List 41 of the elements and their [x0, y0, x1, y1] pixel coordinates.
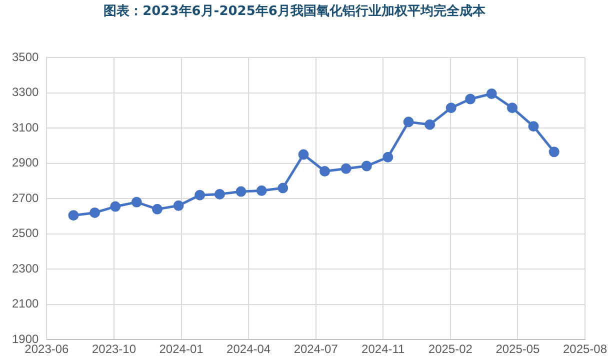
point [68, 210, 79, 221]
point [382, 152, 394, 162]
x-tick-label: 2024-11 [362, 342, 406, 356]
point [90, 207, 100, 218]
y-tick-label: 2900 [12, 156, 40, 170]
y-tick-label: 2700 [12, 190, 40, 205]
point [214, 188, 225, 200]
point [236, 186, 246, 197]
point [131, 196, 142, 208]
point [320, 166, 330, 177]
point [194, 190, 206, 200]
y-tick-label: 2500 [12, 226, 40, 240]
x-tick-label: 2024-01 [159, 342, 204, 356]
y-tick-label: 3100 [12, 120, 40, 134]
y-tick-label: 2100 [12, 296, 40, 311]
x-tick-label: 2025-05 [496, 342, 540, 356]
chart-title: 图表：2023年6月-2025年6月我国氧化铝行业加权平均完全成本 [104, 3, 486, 20]
point [486, 88, 497, 99]
point [110, 201, 121, 212]
point [548, 146, 560, 158]
point [506, 102, 518, 114]
point [403, 116, 414, 128]
x-tick-label: 2024-07 [294, 342, 338, 356]
x-tick-label: 2025-08 [562, 342, 608, 356]
y-tick-label: 2300 [12, 261, 40, 276]
point [528, 121, 539, 132]
point [465, 94, 476, 104]
point [340, 163, 352, 174]
point [446, 102, 456, 114]
point [173, 200, 184, 211]
point [256, 185, 267, 196]
point [361, 160, 372, 172]
point [298, 149, 309, 160]
y-tick-label: 3500 [12, 50, 40, 64]
point [424, 119, 436, 130]
point [278, 182, 288, 194]
y-tick-label: 3300 [12, 85, 40, 100]
x-tick-label: 2025-02 [428, 342, 473, 356]
x-tick-label: 2024-04 [226, 342, 271, 356]
x-tick-label: 2023-10 [92, 342, 136, 356]
point [152, 204, 162, 214]
